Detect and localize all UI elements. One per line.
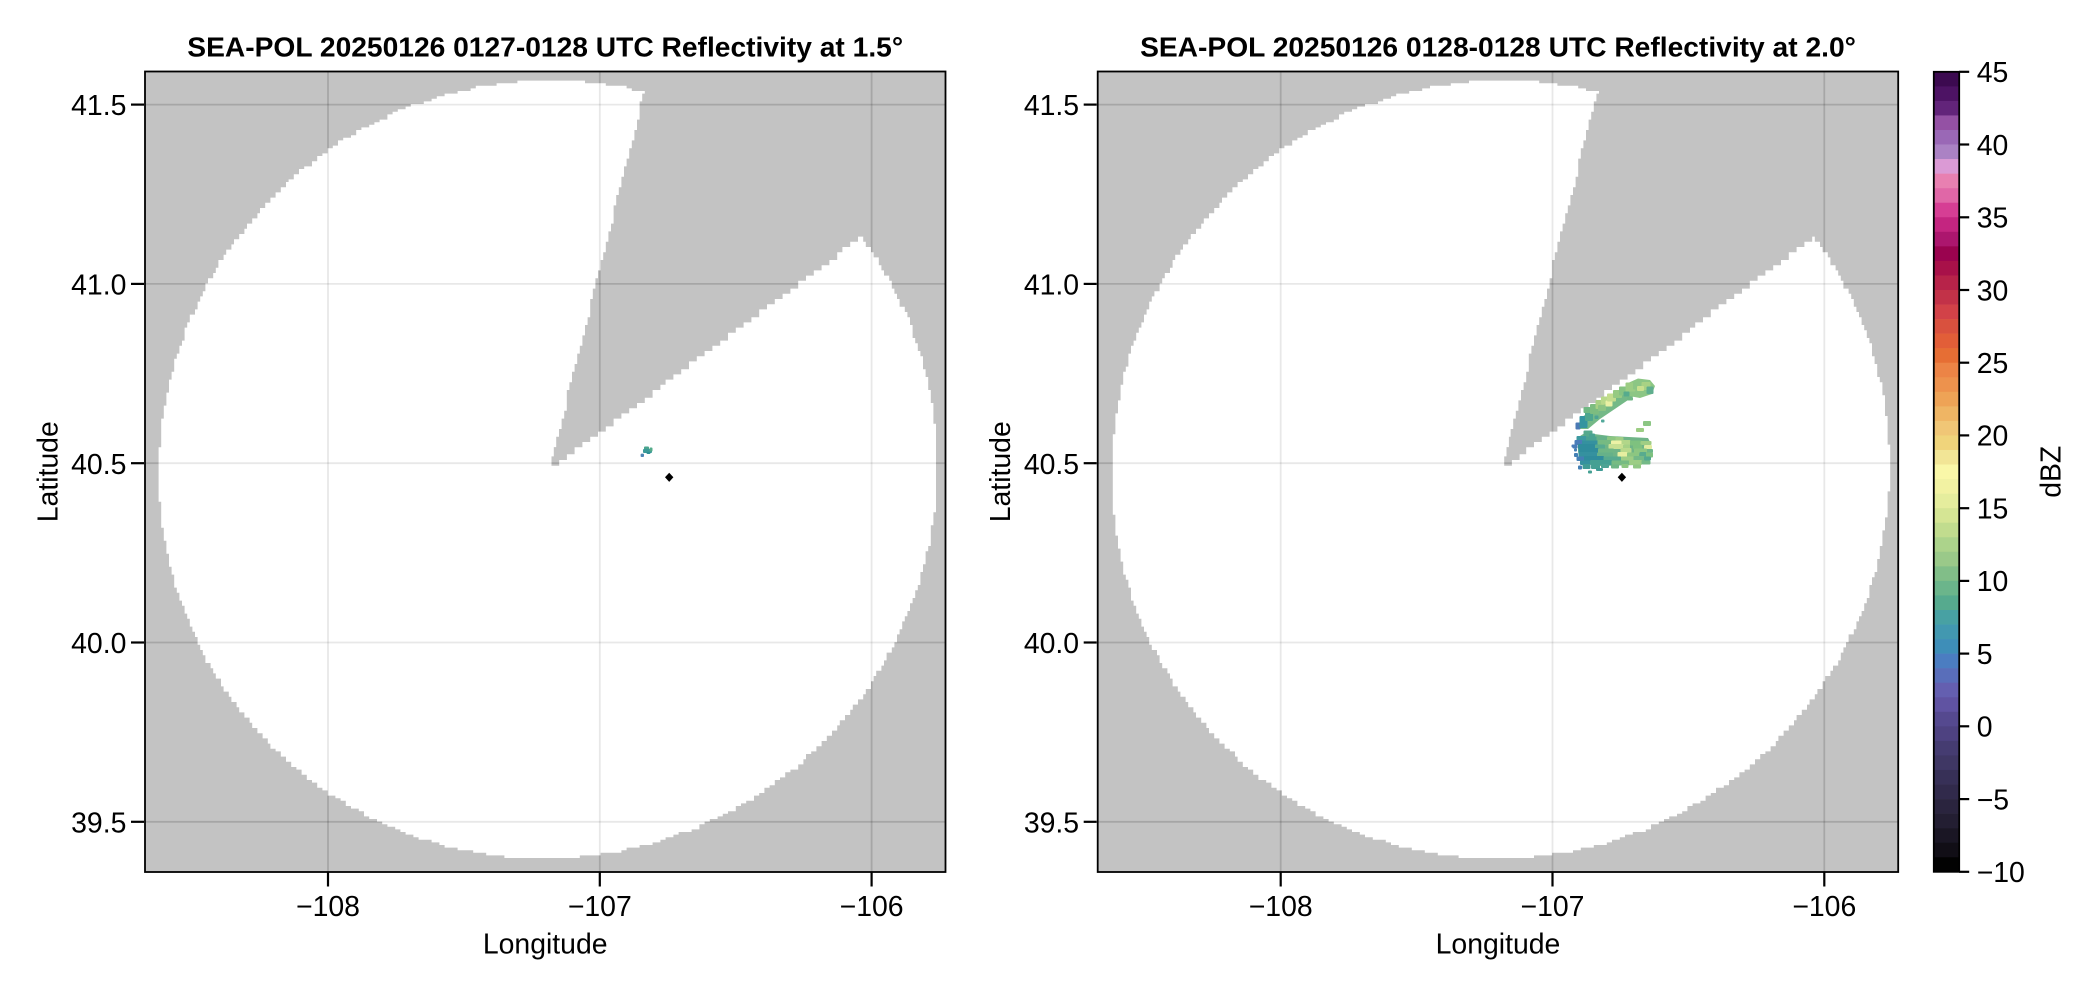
svg-text:−108: −108 <box>296 891 360 923</box>
svg-text:39.5: 39.5 <box>1024 807 1079 839</box>
svg-text:41.5: 41.5 <box>71 90 126 122</box>
svg-text:−107: −107 <box>1521 891 1585 923</box>
svg-text:15: 15 <box>1977 494 2009 526</box>
svg-text:40.0: 40.0 <box>1024 628 1079 660</box>
svg-text:−5: −5 <box>1977 784 2009 816</box>
svg-text:Latitude: Latitude <box>33 421 65 522</box>
svg-text:30: 30 <box>1977 275 2009 307</box>
svg-text:0: 0 <box>1977 712 1993 744</box>
svg-text:25: 25 <box>1977 348 2009 380</box>
svg-text:20: 20 <box>1977 421 2009 453</box>
svg-text:SEA-POL 20250126 0128-0128 UTC: SEA-POL 20250126 0128-0128 UTC Reflectiv… <box>1140 31 1856 63</box>
svg-text:40.5: 40.5 <box>71 449 126 481</box>
svg-text:41.0: 41.0 <box>1024 270 1079 302</box>
svg-text:45: 45 <box>1977 57 2009 89</box>
svg-text:Latitude: Latitude <box>985 421 1017 522</box>
svg-text:39.5: 39.5 <box>71 807 126 839</box>
svg-text:SEA-POL 20250126 0127-0128 UTC: SEA-POL 20250126 0127-0128 UTC Reflectiv… <box>187 31 903 63</box>
svg-text:−106: −106 <box>840 891 904 923</box>
svg-text:40: 40 <box>1977 130 2009 162</box>
svg-text:10: 10 <box>1977 566 2009 598</box>
svg-text:41.0: 41.0 <box>71 270 126 302</box>
svg-text:5: 5 <box>1977 639 1993 671</box>
svg-text:−106: −106 <box>1792 891 1856 923</box>
svg-text:40.5: 40.5 <box>1024 449 1079 481</box>
svg-text:35: 35 <box>1977 203 2009 235</box>
svg-text:Longitude: Longitude <box>1436 929 1561 961</box>
svg-text:41.5: 41.5 <box>1024 90 1079 122</box>
svg-text:dBZ: dBZ <box>2036 446 2068 498</box>
svg-text:40.0: 40.0 <box>71 628 126 660</box>
svg-text:−10: −10 <box>1977 857 2025 889</box>
svg-text:Longitude: Longitude <box>483 929 608 961</box>
svg-text:−108: −108 <box>1249 891 1313 923</box>
svg-text:−107: −107 <box>568 891 632 923</box>
